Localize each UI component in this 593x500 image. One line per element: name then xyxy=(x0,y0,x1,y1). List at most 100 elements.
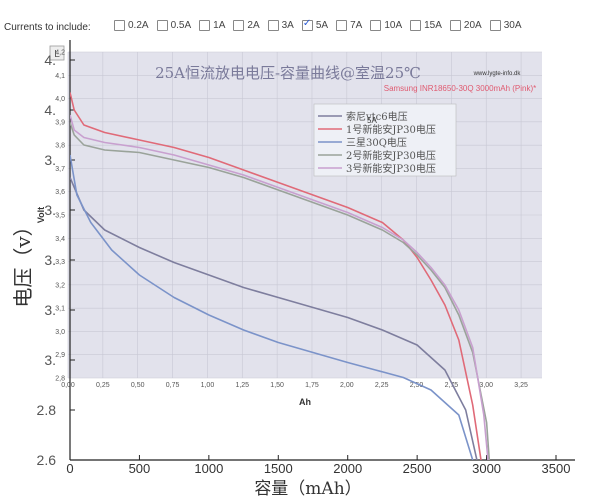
series-line xyxy=(70,122,491,460)
current-checkbox-group: 0.2A 0.5A 1A 2A 3A 5A 7A 10A 15A 20A 30A xyxy=(114,18,530,34)
inner-y-tick-label: 3,5 xyxy=(55,213,65,220)
legend: 索尼vtc6电压1号新能安JP30电压三星30Q电压2号新能安JP30电压3号新… xyxy=(313,103,457,177)
inner-y-tick-label: 3,4 xyxy=(55,236,65,243)
legend-entry: 3号新能安JP30电压 xyxy=(346,162,436,175)
checkbox-label: 1A xyxy=(213,20,226,31)
y-axis-label: 电压（v） xyxy=(11,216,35,307)
series-line xyxy=(70,177,478,460)
y-tick-label: 3. xyxy=(44,252,56,268)
current-option-7a[interactable]: 7A xyxy=(336,20,362,31)
x-tick-label: 0 xyxy=(66,461,73,476)
y-tick-label: 4. xyxy=(44,52,56,68)
checkbox[interactable] xyxy=(233,20,245,31)
checkbox[interactable] xyxy=(267,20,279,31)
legend-entry: 1号新能安JP30电压 xyxy=(346,123,436,136)
inner-y-axis-label: Volt xyxy=(36,207,46,223)
y-tick-label: 2.8 xyxy=(37,402,57,418)
checkbox-label: 2A xyxy=(247,20,260,31)
inner-x-tick-label: 0,75 xyxy=(166,382,180,389)
checkbox-label: 5A xyxy=(315,20,329,31)
x-tick-label: 1500 xyxy=(264,461,293,476)
chart-subtitle: Samsung INR18650-30Q 3000mAh (Pink)* xyxy=(384,84,537,93)
inner-x-tick-label: 2,75 xyxy=(445,382,459,389)
current-filter-label: Currents to include: xyxy=(4,22,91,33)
checkbox-label: 15A xyxy=(424,20,442,31)
y-tick-label: 2.6 xyxy=(37,452,57,468)
current-option-30a[interactable]: 30A xyxy=(489,20,522,31)
site-watermark: www.lygte-info.dk xyxy=(473,71,522,77)
x-tick-label: 2500 xyxy=(403,461,432,476)
x-axis-label: 容量（mAh） xyxy=(254,479,361,499)
current-option-20a[interactable]: 20A xyxy=(449,20,482,31)
series-line xyxy=(70,114,489,460)
checkbox[interactable] xyxy=(114,20,125,31)
series-lines xyxy=(70,92,491,460)
inner-y-tick-label: 3,3 xyxy=(55,259,65,266)
inner-y-tick-label: 3,9 xyxy=(55,119,65,126)
checkbox[interactable] xyxy=(156,20,168,31)
inner-x-tick-label: 1,75 xyxy=(305,382,319,389)
checkbox-label: 30A xyxy=(503,20,522,31)
zoom-glyph: L xyxy=(54,49,60,60)
checkbox-label: 0.5A xyxy=(170,20,192,31)
inner-y-tick-label: 2,9 xyxy=(55,352,65,359)
current-option-1a[interactable]: 1A xyxy=(199,20,225,31)
current-option-3a[interactable]: 3A xyxy=(267,20,294,31)
checkbox[interactable] xyxy=(336,20,348,31)
inner-x-tick-label: 2,25 xyxy=(375,382,389,389)
checkbox[interactable] xyxy=(370,20,382,31)
inner-x-tick-label: 0,25 xyxy=(96,382,110,389)
current-option-15a[interactable]: 15A xyxy=(410,20,442,31)
inner-x-tick-label: 2,00 xyxy=(340,382,354,389)
inner-grid xyxy=(67,51,542,379)
y-tick-label: 3. xyxy=(44,152,56,168)
inner-x-tick-label: 0,50 xyxy=(131,382,145,389)
x-tick-label: 3500 xyxy=(542,461,571,476)
inner-y-tick-label: 4,1 xyxy=(55,73,65,80)
current-option-2a[interactable]: 2A xyxy=(233,20,260,31)
inner-y-tick-label: 4,2 xyxy=(55,50,65,57)
checkbox-label: 0.2A xyxy=(128,20,149,31)
series-line xyxy=(70,154,474,460)
checkbox-label: 20A xyxy=(463,20,482,31)
chart-title: 25A恒流放电电压-容量曲线@室温25℃ xyxy=(155,64,421,82)
inner-y-tick-label: 3,7 xyxy=(55,166,65,173)
inner-y-tick-label: 3,2 xyxy=(55,282,65,289)
inner-x-tick-label: 3,00 xyxy=(479,382,493,389)
legend-entry: 2号新能安JP30电压 xyxy=(346,149,436,162)
outer-axes xyxy=(69,40,575,461)
inner-y-tick-label: 2,8 xyxy=(55,376,65,383)
y-tick-label: 3. xyxy=(44,202,56,218)
checkbox[interactable] xyxy=(410,20,422,31)
current-option-10a[interactable]: 10A xyxy=(370,20,402,31)
inner-x-tick-label: 1,00 xyxy=(201,382,215,389)
checkbox[interactable] xyxy=(489,20,501,31)
y-tick-label: 3. xyxy=(44,352,56,368)
y-tick-label: 3. xyxy=(44,302,56,318)
inner-tick-labels: 2,8 2,9 3,0 3,1 3,2 3,3 3,4 3,5 3,6 3,7 3,8 3,9 4,0 4… xyxy=(55,50,528,390)
checkbox[interactable] xyxy=(301,18,313,31)
inner-x-tick-label: 3,25 xyxy=(514,382,528,389)
series-line xyxy=(70,92,482,460)
inner-x-tick-label: 1,25 xyxy=(235,382,249,389)
series-annotation: 5A xyxy=(367,116,377,125)
checkbox-label: 3A xyxy=(281,20,294,31)
x-tick-label: 3000 xyxy=(472,461,501,476)
y-tick-label: 4. xyxy=(44,102,56,118)
inner-y-tick-label: 3,8 xyxy=(55,143,65,150)
outer-tick-labels: 0 500 1000 1500 2000 2500 3000 3500 2.6 2.8 3. 3. 3.… xyxy=(37,52,571,476)
checkbox-label: 10A xyxy=(384,20,403,31)
zoom-button[interactable] xyxy=(49,45,65,61)
inner-y-tick-label: 3,6 xyxy=(55,189,65,196)
inner-y-tick-label: 4,0 xyxy=(55,96,65,103)
inner-y-tick-label: 3,1 xyxy=(55,306,65,313)
checkbox[interactable] xyxy=(449,20,461,31)
x-tick-label: 2000 xyxy=(333,461,362,476)
current-option-5a[interactable]: 5A xyxy=(301,18,329,31)
current-option-0.5a[interactable]: 0.5A xyxy=(156,20,192,31)
current-option-0.2a[interactable]: 0.2A xyxy=(114,20,149,31)
inner-x-tick-label: 2,50 xyxy=(410,382,424,389)
checkbox[interactable] xyxy=(199,20,211,31)
inner-y-tick-label: 3,0 xyxy=(55,329,65,336)
